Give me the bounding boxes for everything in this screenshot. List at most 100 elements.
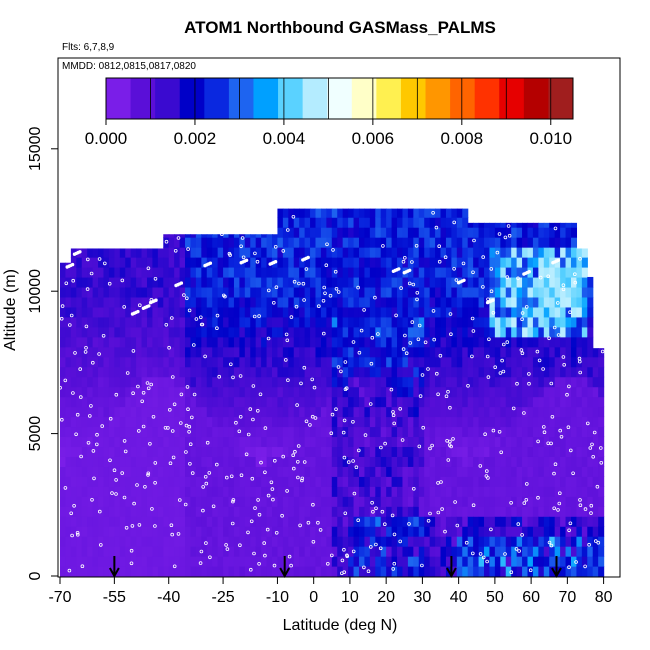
heatmap-cell bbox=[576, 336, 583, 348]
sample-point bbox=[71, 278, 75, 283]
heatmap-cell bbox=[326, 266, 333, 278]
heatmap-cell bbox=[92, 336, 99, 348]
heatmap-cell bbox=[239, 396, 246, 408]
heatmap-cell bbox=[413, 237, 420, 248]
heatmap-cell bbox=[467, 356, 474, 368]
heatmap-cell bbox=[462, 346, 469, 358]
heatmap-cell bbox=[337, 247, 344, 258]
heatmap-cell bbox=[103, 286, 110, 298]
sample-point bbox=[383, 441, 387, 446]
heatmap-cell bbox=[212, 326, 219, 338]
heatmap-cell bbox=[576, 316, 583, 328]
heatmap-cell bbox=[445, 336, 452, 348]
heatmap-cell bbox=[168, 376, 175, 388]
heatmap-cell bbox=[87, 316, 94, 328]
sample-point bbox=[553, 226, 558, 231]
heatmap-cell bbox=[244, 536, 251, 547]
heatmap-cell bbox=[424, 376, 431, 388]
heatmap-cell bbox=[92, 248, 99, 258]
heatmap-cell bbox=[386, 326, 393, 338]
heatmap-cell bbox=[119, 456, 126, 467]
sample-point bbox=[112, 468, 117, 473]
heatmap-cell bbox=[358, 416, 366, 428]
heatmap-cell bbox=[484, 546, 491, 557]
heatmap-cell bbox=[532, 296, 539, 308]
heatmap-cell bbox=[168, 366, 175, 378]
heatmap-cell bbox=[440, 536, 447, 547]
sample-point bbox=[58, 385, 62, 390]
heatmap-cell bbox=[157, 326, 164, 338]
heatmap-cell bbox=[402, 406, 409, 418]
heatmap-cell bbox=[587, 486, 594, 497]
heatmap-cell bbox=[315, 436, 322, 448]
heatmap-cell bbox=[516, 227, 523, 238]
heatmap-cell bbox=[239, 436, 246, 448]
heatmap-cell bbox=[146, 486, 154, 497]
sample-point bbox=[598, 446, 603, 450]
heatmap-cell bbox=[554, 456, 561, 467]
heatmap-cell bbox=[532, 526, 539, 537]
heatmap-cell bbox=[125, 496, 132, 507]
heatmap-cell bbox=[527, 386, 534, 398]
heatmap-cell bbox=[549, 566, 556, 577]
heatmap-cell bbox=[418, 326, 425, 338]
heatmap-cell bbox=[505, 556, 512, 567]
heatmap-cell bbox=[451, 316, 458, 328]
heatmap-cell bbox=[217, 306, 224, 318]
sample-point bbox=[376, 332, 380, 336]
heatmap-cell bbox=[244, 356, 251, 368]
heatmap-cell bbox=[380, 486, 387, 497]
heatmap-cell bbox=[484, 227, 491, 238]
sample-point bbox=[80, 564, 85, 568]
sample-point bbox=[418, 394, 423, 398]
sample-point bbox=[273, 245, 278, 249]
sample-point bbox=[568, 448, 573, 453]
heatmap-cell bbox=[337, 376, 344, 388]
sample-point bbox=[154, 298, 158, 302]
dates-label: MMDD: 0812,0815,0817,0820 bbox=[62, 61, 196, 72]
heatmap-cell bbox=[87, 276, 94, 288]
heatmap-cell bbox=[445, 516, 452, 527]
heatmap-cell bbox=[375, 416, 382, 428]
heatmap-cell bbox=[364, 456, 371, 467]
heatmap-cell bbox=[473, 476, 480, 487]
sample-point bbox=[354, 465, 359, 470]
heatmap-cell bbox=[174, 486, 181, 497]
heatmap-cell bbox=[174, 346, 181, 358]
heatmap-cell bbox=[261, 546, 268, 557]
sample-point bbox=[59, 417, 64, 422]
heatmap-cell bbox=[587, 296, 594, 308]
heatmap-cell bbox=[397, 406, 404, 418]
profile-arrow bbox=[108, 556, 120, 579]
heatmap-cell bbox=[413, 208, 420, 218]
heatmap-cell bbox=[489, 416, 496, 428]
heatmap-cell bbox=[136, 346, 143, 358]
sample-point bbox=[341, 430, 346, 435]
heatmap-cell bbox=[494, 496, 501, 507]
heatmap-cell bbox=[310, 346, 317, 358]
heatmap-cell bbox=[505, 546, 512, 557]
heatmap-cell bbox=[484, 346, 491, 358]
heatmap-cell bbox=[527, 247, 534, 258]
heatmap-cell bbox=[65, 476, 72, 487]
heatmap-cell bbox=[435, 227, 442, 238]
heatmap-cell bbox=[538, 356, 545, 368]
heatmap-cell bbox=[310, 396, 317, 408]
heatmap-cell bbox=[277, 426, 284, 438]
heatmap-cell bbox=[146, 516, 154, 527]
heatmap-cell bbox=[136, 526, 143, 537]
sample-point bbox=[74, 432, 78, 437]
heatmap-cell bbox=[228, 316, 235, 328]
heatmap-cell bbox=[364, 376, 371, 388]
heatmap-cell bbox=[103, 386, 110, 398]
heatmap-cell bbox=[195, 476, 202, 487]
heatmap-cell bbox=[304, 237, 311, 248]
heatmap-cell bbox=[103, 326, 110, 338]
sample-point bbox=[273, 260, 278, 264]
heatmap-cell bbox=[402, 486, 409, 497]
heatmap-cell bbox=[522, 566, 529, 577]
heatmap-cell bbox=[255, 396, 262, 408]
heatmap-cell bbox=[288, 496, 295, 507]
heatmap-cell bbox=[391, 227, 398, 238]
heatmap-cell bbox=[65, 286, 72, 298]
